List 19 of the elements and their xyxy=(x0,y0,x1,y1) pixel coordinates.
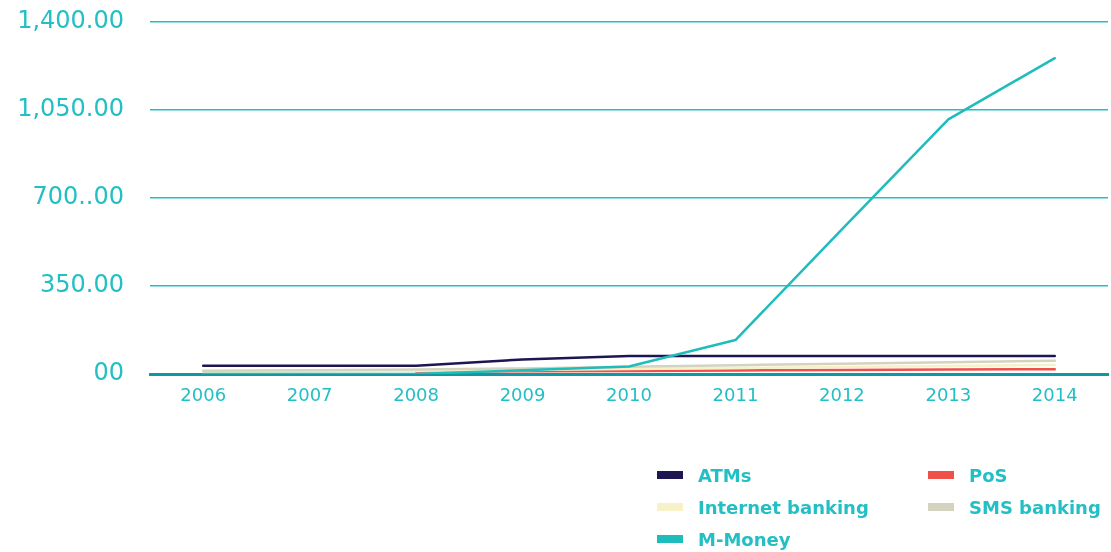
x-tick-label: 2009 xyxy=(499,384,546,406)
legend-label: SMS banking xyxy=(969,496,1101,518)
legend-label: ATMs xyxy=(698,464,752,486)
x-tick-label: 2011 xyxy=(712,384,759,406)
legend-label: Internet banking xyxy=(698,496,869,518)
legend-label: M-Money xyxy=(698,528,791,550)
x-tick-label: 2008 xyxy=(393,384,440,406)
y-tick-label: 350.00 xyxy=(40,270,124,299)
y-tick-label: 00 xyxy=(93,358,124,387)
y-tick-label: 1,050.00 xyxy=(17,94,124,123)
y-tick-label: 700..00 xyxy=(32,182,124,211)
x-tick-label: 2014 xyxy=(1031,384,1078,406)
x-tick-label: 2007 xyxy=(286,384,333,406)
x-tick-label: 2012 xyxy=(818,384,865,406)
x-tick-label: 2013 xyxy=(925,384,972,406)
y-tick-label: 1,400.00 xyxy=(17,6,124,35)
x-tick-label: 2010 xyxy=(606,384,652,406)
x-tick-label: 2006 xyxy=(180,384,227,406)
legend-label: PoS xyxy=(969,464,1008,486)
